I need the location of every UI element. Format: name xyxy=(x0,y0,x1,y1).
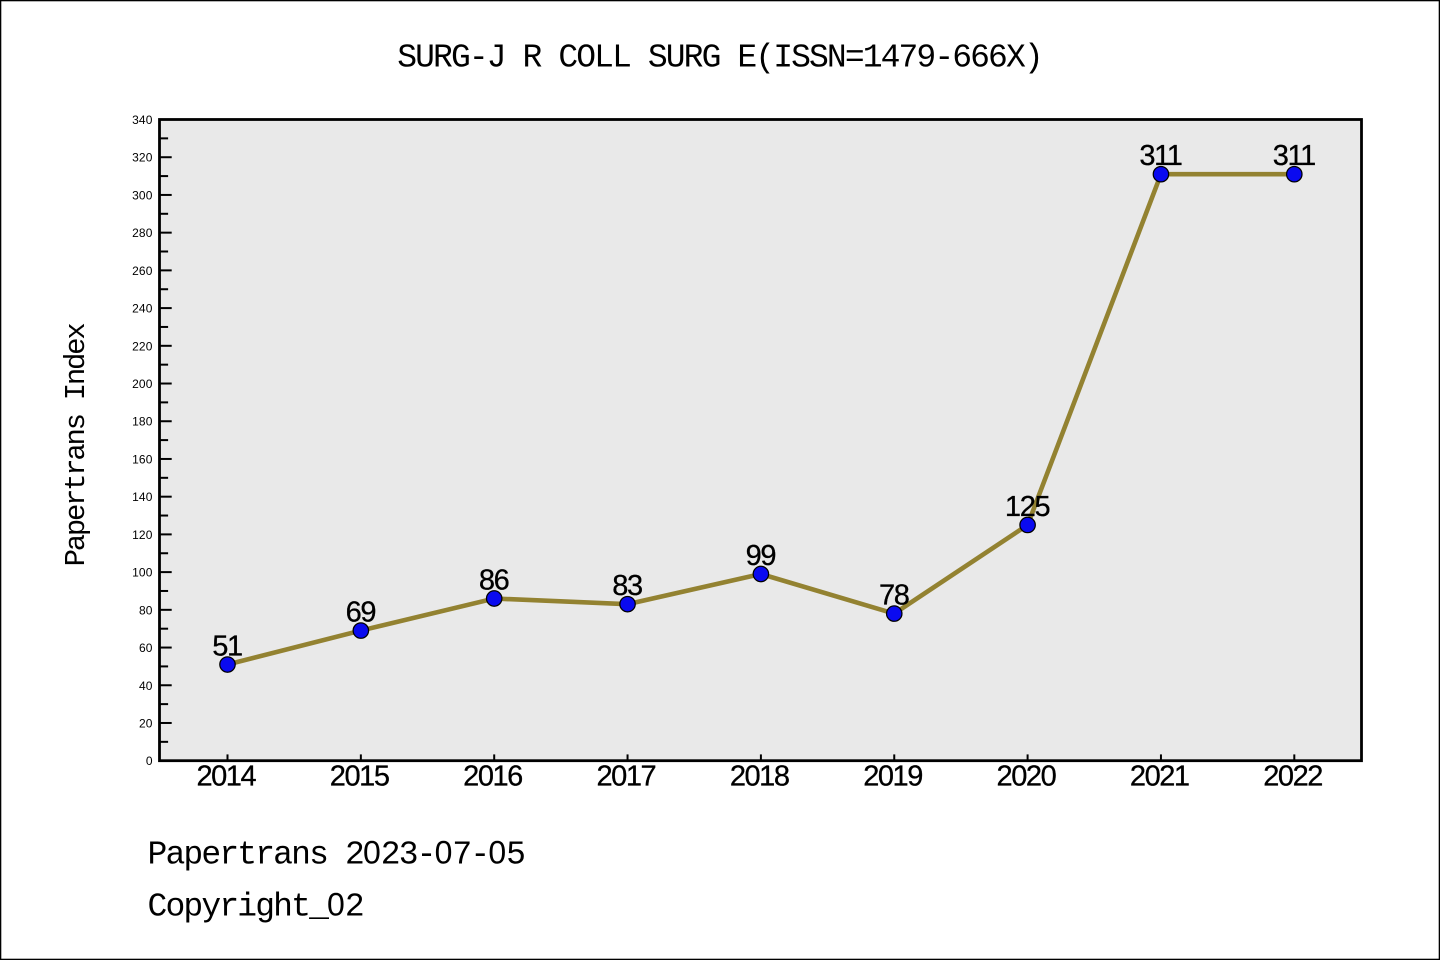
svg-text:83: 83 xyxy=(612,570,642,602)
svg-text:Copyright_02: Copyright_02 xyxy=(148,887,363,926)
svg-text:2022: 2022 xyxy=(1263,761,1322,793)
svg-text:80: 80 xyxy=(139,603,153,617)
svg-text:40: 40 xyxy=(139,679,153,693)
svg-text:0: 0 xyxy=(146,754,153,768)
svg-text:300: 300 xyxy=(132,188,153,202)
svg-text:99: 99 xyxy=(746,540,776,572)
svg-text:100: 100 xyxy=(132,566,153,580)
svg-text:86: 86 xyxy=(479,564,509,596)
svg-text:320: 320 xyxy=(132,151,153,165)
svg-text:125: 125 xyxy=(1005,491,1050,523)
svg-text:2015: 2015 xyxy=(330,761,389,793)
svg-text:2020: 2020 xyxy=(997,761,1056,793)
svg-text:2018: 2018 xyxy=(730,761,789,793)
svg-text:140: 140 xyxy=(132,490,153,504)
svg-text:2016: 2016 xyxy=(463,761,522,793)
svg-text:Papertrans Index: Papertrans Index xyxy=(60,323,93,567)
svg-text:51: 51 xyxy=(212,630,242,662)
svg-text:340: 340 xyxy=(132,113,153,127)
svg-text:220: 220 xyxy=(132,339,153,353)
svg-text:120: 120 xyxy=(132,528,153,542)
svg-text:69: 69 xyxy=(346,596,376,628)
svg-text:2014: 2014 xyxy=(196,761,256,793)
svg-text:2021: 2021 xyxy=(1130,761,1189,793)
svg-text:2017: 2017 xyxy=(596,761,655,793)
svg-text:311: 311 xyxy=(1139,140,1181,172)
svg-text:20: 20 xyxy=(139,716,153,730)
svg-text:260: 260 xyxy=(132,264,153,278)
svg-text:180: 180 xyxy=(132,415,153,429)
svg-text:SURG-J R COLL SURG E(ISSN=1479: SURG-J R COLL SURG E(ISSN=1479-666X) xyxy=(397,40,1042,77)
svg-text:311: 311 xyxy=(1273,140,1315,172)
svg-text:78: 78 xyxy=(879,579,909,611)
svg-text:2019: 2019 xyxy=(863,761,922,793)
svg-text:Papertrans 2023-07-05: Papertrans 2023-07-05 xyxy=(148,835,525,874)
svg-text:200: 200 xyxy=(132,377,153,391)
svg-text:60: 60 xyxy=(139,641,153,655)
svg-text:280: 280 xyxy=(132,226,153,240)
svg-text:240: 240 xyxy=(132,302,153,316)
svg-text:160: 160 xyxy=(132,452,153,466)
